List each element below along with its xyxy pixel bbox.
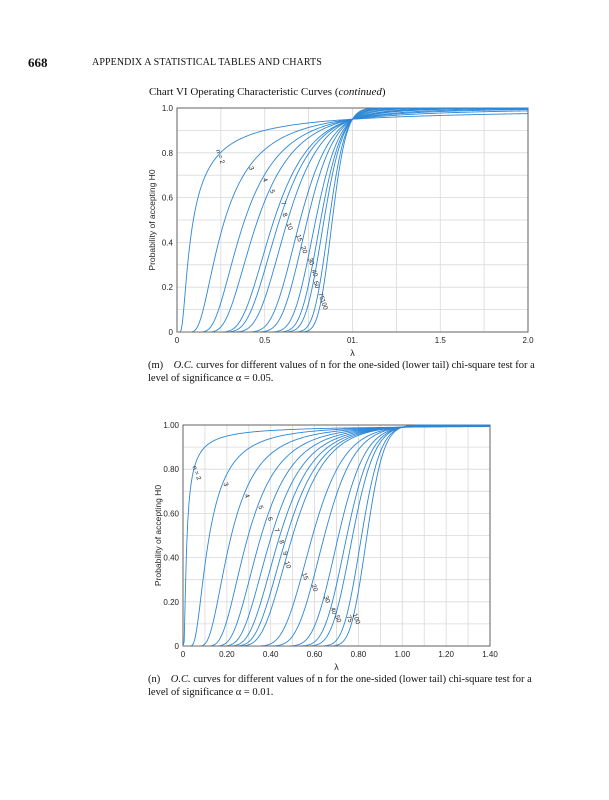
- series-label: 100: [351, 613, 361, 626]
- page-number: 668: [28, 55, 48, 70]
- series-label: 50: [312, 280, 321, 290]
- x-tick-label: 0.5: [259, 336, 271, 345]
- x-tick-label: 1.5: [435, 336, 447, 345]
- series-label: 5: [268, 189, 276, 195]
- x-tick-label: 1.20: [438, 650, 454, 659]
- y-tick-label: 0.6: [162, 194, 174, 203]
- series-label: 4: [261, 177, 269, 183]
- series-label: 6: [266, 516, 274, 522]
- series-label: 15: [294, 234, 303, 244]
- caption-italic: O.C.: [170, 674, 191, 685]
- y-tick-label: 0.2: [162, 283, 174, 292]
- series-label: 40: [329, 606, 338, 616]
- y-tick-label: 0.60: [163, 509, 179, 518]
- plot-frame: [182, 424, 491, 647]
- series-label: 20: [299, 245, 308, 255]
- caption-tag: (n): [148, 674, 161, 685]
- series-label: 5: [256, 505, 264, 511]
- caption-text: curves for different values of n for the…: [148, 674, 532, 698]
- y-axis-label: Probability of accepting H0: [147, 169, 157, 270]
- caption-m: (m) O.C. curves for different values of …: [148, 359, 540, 385]
- caption-italic: O.C.: [173, 360, 194, 371]
- x-axis-label: λ: [334, 662, 339, 672]
- x-tick-label: 1.00: [394, 650, 410, 659]
- y-tick-label: 0.80: [163, 465, 179, 474]
- oc-curve-100: [183, 424, 490, 646]
- series-label: 50: [333, 614, 342, 624]
- x-axis-label: λ: [350, 348, 355, 358]
- caption-n: (n) O.C. curves for different values of …: [148, 673, 540, 699]
- series-label: 75: [316, 292, 325, 302]
- y-tick-label: 1.00: [163, 421, 179, 430]
- series-label: 3: [222, 482, 230, 488]
- y-tick-label: 0: [175, 642, 180, 651]
- x-tick-label: 0.20: [219, 650, 235, 659]
- oc-chart-2: 0 0.20 0.40 0.60 0.80 1.00 1.20 1.40 0 0.20 0.40 0.…: [153, 421, 498, 672]
- x-tick-label: 0.40: [263, 650, 279, 659]
- series-label: n = 2: [214, 149, 226, 166]
- running-header: APPENDIX A STATISTICAL TABLES AND CHARTS: [92, 57, 322, 68]
- x-tick-label: 0: [175, 336, 180, 345]
- x-tick-label: 0.80: [351, 650, 367, 659]
- plot-frame: [176, 107, 529, 333]
- y-tick-label: 0.4: [162, 238, 174, 247]
- series-label: n = 2: [190, 465, 202, 482]
- series-label: 3: [247, 166, 255, 172]
- series-label: 40: [310, 269, 319, 279]
- series-label: 4: [243, 493, 251, 499]
- series-label: 75: [345, 614, 354, 624]
- series-label: 10: [285, 222, 294, 232]
- oc-curve-100: [177, 107, 528, 332]
- x-tick-label: 01.: [347, 336, 358, 345]
- y-tick-label: 0.40: [163, 554, 179, 563]
- series-label: 8: [281, 212, 289, 218]
- series-label: 8: [277, 539, 285, 545]
- caption-tag: (m): [148, 360, 164, 371]
- y-tick-label: 0.8: [162, 149, 174, 158]
- caption-text: curves for different values of n for the…: [148, 360, 535, 384]
- series-label: 10: [283, 560, 292, 570]
- series-label: 15: [300, 572, 309, 582]
- chart-title-suffix: ): [381, 86, 386, 98]
- series-label: 9: [281, 551, 289, 557]
- series-label: 100: [318, 298, 328, 311]
- x-tick-label: 1.40: [482, 650, 498, 659]
- chart-title: Chart VI Operating Characteristic Curves…: [149, 86, 386, 98]
- oc-chart-1: 0 0.5 01. 1.5 2.0 0 0.2 0.4 0.6 0.8 1.0 λ Probabilit…: [147, 104, 534, 358]
- x-tick-label: 0: [181, 650, 186, 659]
- x-tick-label: 0.60: [307, 650, 323, 659]
- chart-title-prefix: Chart VI Operating Characteristic Curves…: [149, 86, 339, 98]
- chart-title-italic: continued: [338, 86, 382, 98]
- series-label: 30: [322, 595, 331, 605]
- y-tick-label: 0: [169, 328, 174, 337]
- y-tick-label: 1.0: [162, 104, 174, 113]
- series-label: 30: [306, 257, 315, 267]
- y-tick-label: 0.20: [163, 598, 179, 607]
- x-tick-label: 2.0: [522, 336, 534, 345]
- series-label: 20: [310, 583, 319, 593]
- series-label: 7: [272, 528, 280, 534]
- y-axis-label: Probability of accepting H0: [153, 485, 163, 586]
- series-label: 7: [279, 200, 287, 206]
